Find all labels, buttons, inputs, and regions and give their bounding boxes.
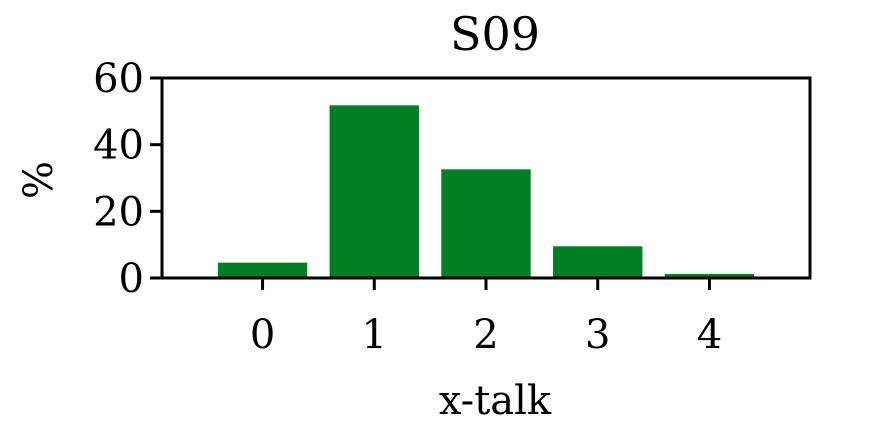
bar-3 xyxy=(553,246,643,278)
y-axis-ticks: 0 20 40 60 xyxy=(93,56,162,302)
x-axis-label: x-talk xyxy=(439,378,552,424)
bar-0 xyxy=(217,262,308,278)
y-tick-label: 20 xyxy=(93,189,144,235)
x-axis-ticks: 0 1 2 3 4 xyxy=(250,278,722,358)
bar-1 xyxy=(329,105,419,278)
chart-title: S09 xyxy=(450,7,540,61)
x-tick-label: 1 xyxy=(362,312,387,358)
x-tick-label: 2 xyxy=(473,312,498,358)
bar-4 xyxy=(664,274,755,278)
x-tick-label: 0 xyxy=(250,312,275,358)
bar-2 xyxy=(441,169,531,278)
y-tick-label: 0 xyxy=(119,256,144,302)
x-tick-label: 4 xyxy=(697,312,722,358)
bars-group xyxy=(217,105,755,278)
plot-frame xyxy=(160,76,812,280)
y-axis-label: % xyxy=(16,161,62,199)
y-tick-label: 40 xyxy=(93,123,144,169)
y-tick-label: 60 xyxy=(93,56,144,102)
x-tick-label: 3 xyxy=(585,312,610,358)
